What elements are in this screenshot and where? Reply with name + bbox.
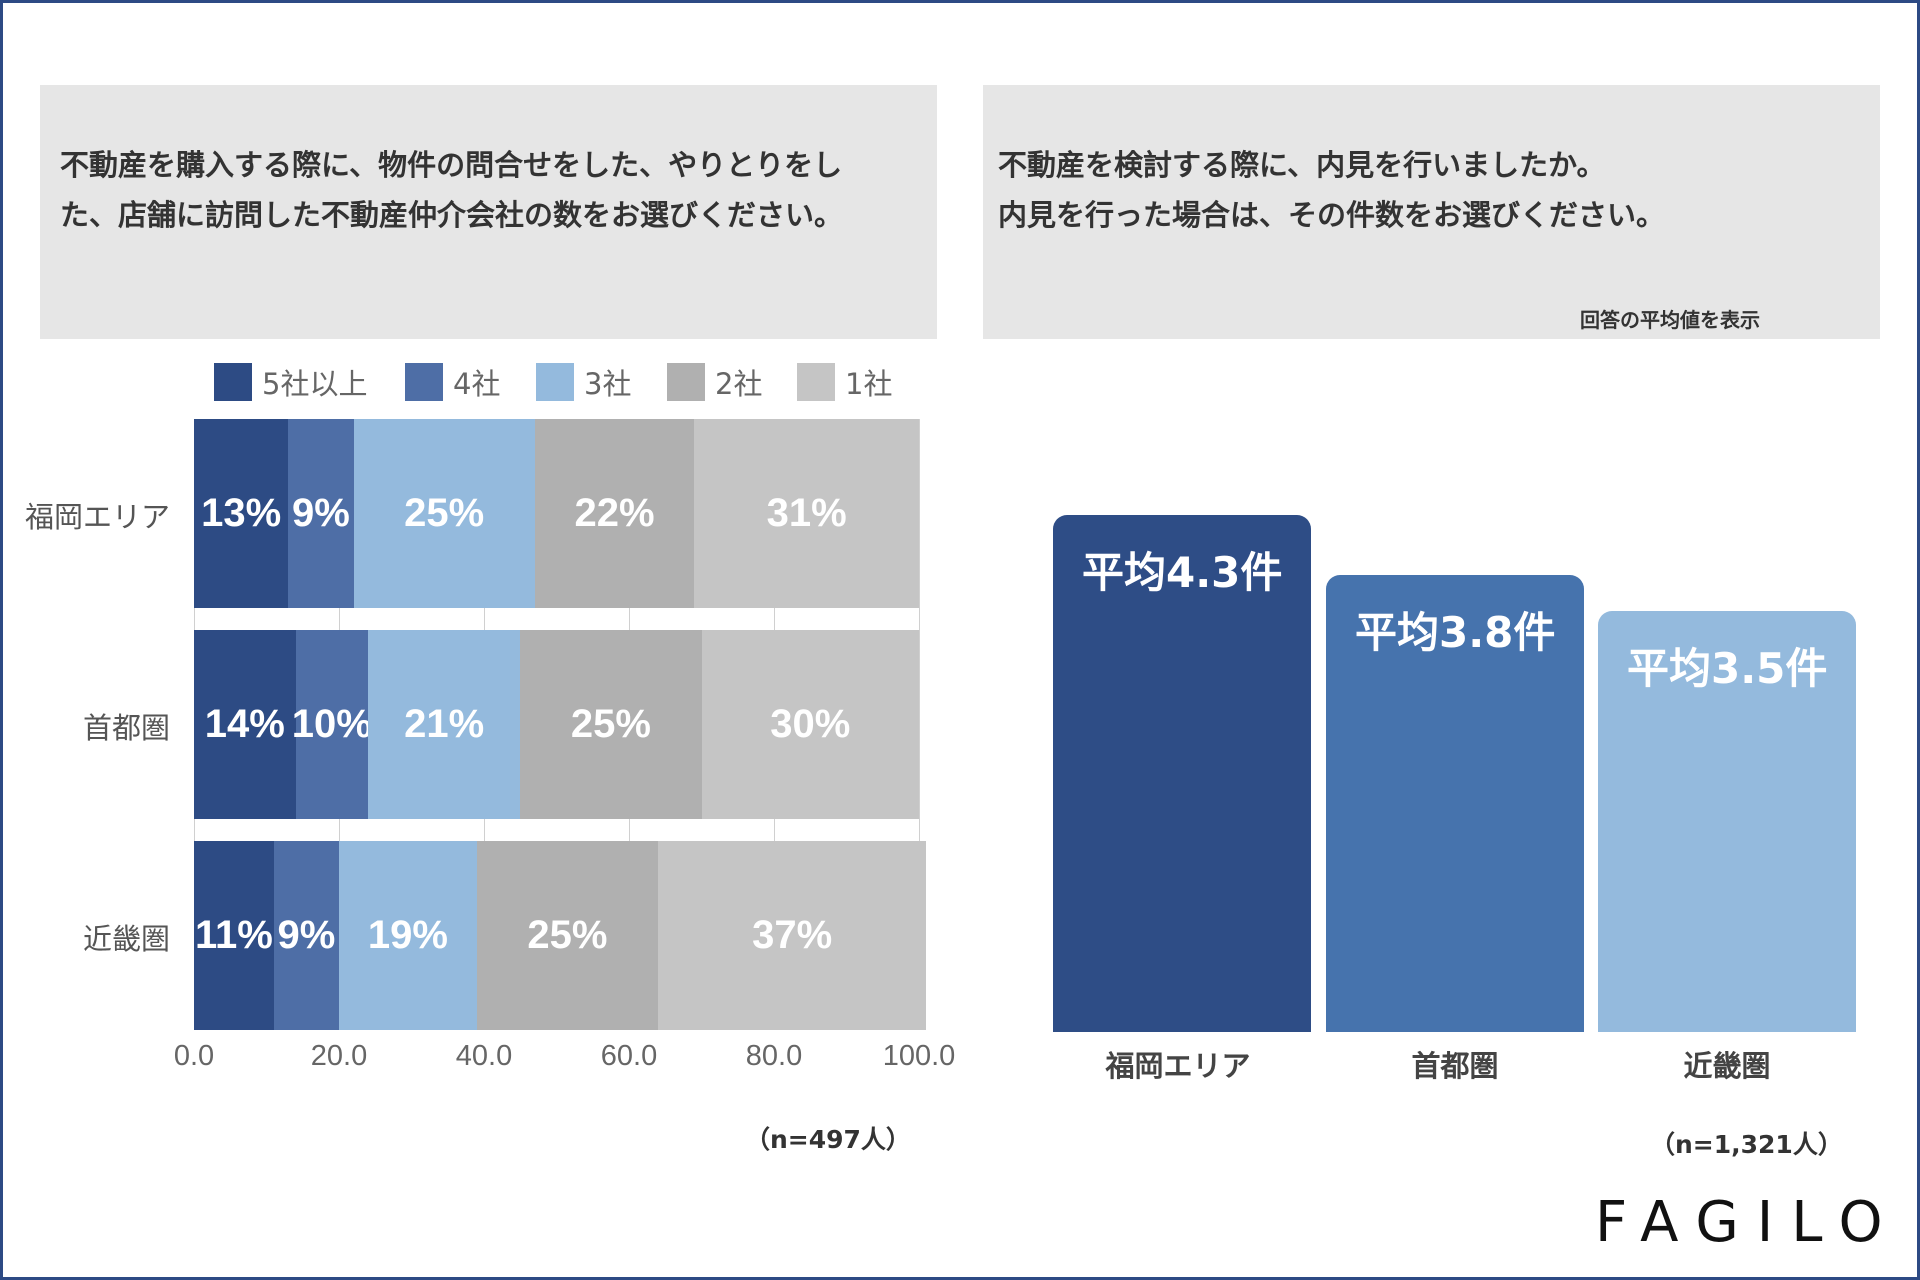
x-tick-label: 60.0 [600,1040,658,1072]
bar-value-label: 平均4.3件 [1082,548,1283,597]
x-category-label: 近畿圏 [1683,1049,1771,1083]
left-question-box [40,85,937,339]
legend-label: 1社 [845,367,893,401]
x-tick-label: 80.0 [745,1040,803,1072]
left-question-line1: 不動産を購入する際に、物件の問合せをした、やりとりをし [60,148,843,182]
legend-swatch [797,363,835,401]
legend-label: 3社 [584,367,632,401]
bar-segment: 9% [288,419,354,608]
bar-segment: 21% [368,630,521,819]
row-label: 近畿圏 [82,921,170,956]
right-n-count: （n=1,321人） [1650,1130,1843,1159]
left-question-line2: た、店舗に訪問した不動産仲介会社の数をお選びください。 [60,198,844,232]
data-label: 30% [770,702,851,746]
data-label: 31% [766,491,847,535]
legend-item: 2社 [667,361,762,403]
data-label: 9% [277,913,336,957]
data-label: 14% [204,702,285,746]
right-question-box [983,85,1880,339]
legend-label: 2社 [715,367,763,401]
legend-label: 5社以上 [262,367,368,401]
bar-segment: 10% [292,630,372,819]
x-tick-label: 100.0 [882,1040,956,1072]
data-label: 19% [367,913,448,957]
data-label: 13% [201,491,282,535]
bar-value-label: 平均3.5件 [1627,644,1828,694]
data-label: 25% [527,913,608,957]
legend-swatch [536,363,574,401]
legend-item: 4社 [405,361,500,403]
bar-segment: 30% [701,630,919,819]
data-label: 21% [404,702,485,746]
legend-swatch [405,363,443,401]
x-tick-label: 20.0 [310,1040,368,1072]
data-label: 25% [570,702,651,746]
bar-segment: 31% [694,419,919,608]
bar-segment: 25% [476,841,658,1030]
x-tick-label: 0.0 [173,1040,215,1072]
bar-segment: 25% [520,630,702,819]
data-label: 11% [194,913,273,957]
legend-item: 5社以上 [214,361,367,403]
data-label: 10% [291,702,372,746]
x-tick-label: 40.0 [455,1040,513,1072]
bar-segment: 11% [194,841,274,1030]
legend-swatch [214,363,252,401]
legend-item: 3社 [536,361,631,403]
x-category-label: 福岡エリア [1105,1049,1251,1083]
data-label: 22% [574,491,655,535]
average-bar [1326,575,1584,1032]
average-bar [1053,515,1311,1032]
bar-segment: 37% [658,841,927,1030]
data-label: 9% [291,491,350,535]
legend-item: 1社 [797,361,892,403]
data-label: 25% [404,491,485,535]
bar-segment: 19% [339,841,477,1030]
bar-value-label: 平均3.8件 [1355,608,1556,658]
legend-swatch [667,363,705,401]
fagilo-logo: FAGILO [1595,1190,1901,1255]
right-question-line1: 不動産を検討する際に、内見を行いましたか。 [998,148,1606,182]
right-question-line2: 内見を行った場合は、その件数をお選びください。 [998,198,1666,232]
left-n-count: （n=497人） [745,1125,911,1154]
bar-segment: 14% [194,630,296,819]
row-label: 首都圏 [82,710,170,745]
average-note: 回答の平均値を表示 [1580,308,1760,332]
bar-segment: 9% [273,841,339,1030]
x-gridline [919,419,920,1030]
legend-label: 4社 [453,367,501,401]
bar-segment: 13% [194,419,289,608]
x-category-label: 首都圏 [1411,1049,1499,1083]
bar-segment: 22% [534,419,695,608]
average-bar [1598,611,1856,1032]
data-label: 37% [752,913,833,957]
bar-segment: 25% [353,419,535,608]
row-label: 福岡エリア [24,499,170,534]
